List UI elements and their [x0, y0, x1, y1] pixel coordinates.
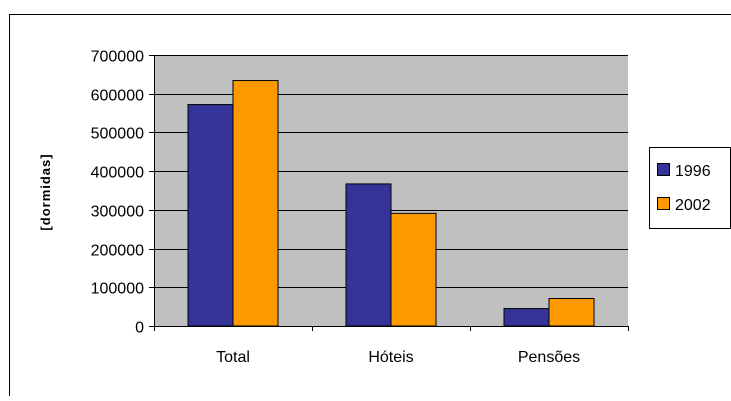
legend: 1996 2002	[650, 148, 731, 229]
legend-swatch-1996	[658, 164, 670, 176]
bar-1996-0	[188, 105, 233, 326]
y-tick-label: 600000	[91, 88, 144, 105]
legend-label-2002: 2002	[675, 197, 711, 214]
y-tick-label: 500000	[91, 126, 144, 143]
legend-label-1996: 1996	[675, 163, 711, 180]
x-category-label: Pensões	[518, 349, 580, 366]
bar-1996-2	[504, 309, 549, 326]
x-category-label: Hóteis	[368, 349, 413, 366]
y-tick-label: 200000	[91, 243, 144, 260]
legend-swatch-2002	[658, 198, 670, 210]
bar-1996-1	[346, 184, 391, 326]
y-tick-label: 0	[135, 320, 144, 337]
bar-2002-2	[549, 299, 594, 326]
legend-box	[650, 148, 731, 229]
y-tick-label: 700000	[91, 49, 144, 66]
bar-2002-1	[391, 213, 436, 326]
bar-2002-0	[233, 81, 278, 326]
y-tick-label: 400000	[91, 165, 144, 182]
x-category-label: Total	[216, 349, 250, 366]
y-tick-label: 100000	[91, 281, 144, 298]
y-axis-label: [dormidas]	[38, 153, 53, 230]
y-tick-label: 300000	[91, 204, 144, 221]
